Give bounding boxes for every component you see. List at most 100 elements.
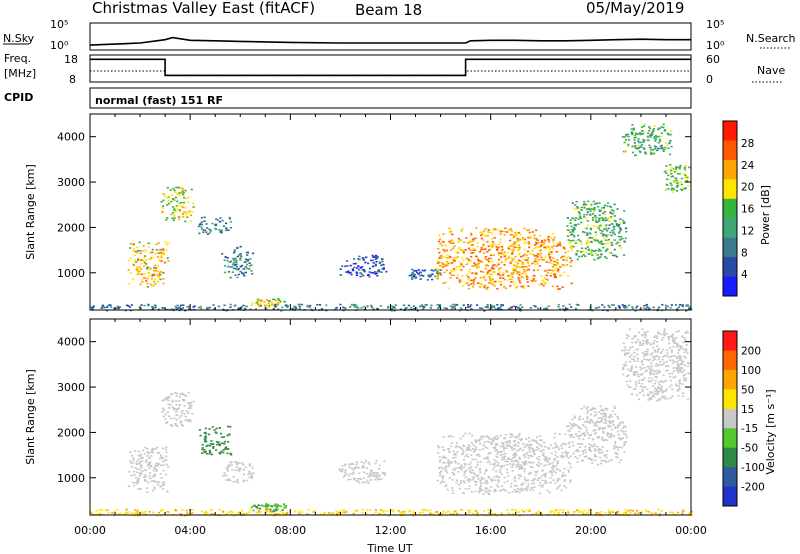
echo-cell bbox=[533, 449, 536, 451]
echo-cell bbox=[231, 511, 234, 513]
echo-cell bbox=[551, 510, 554, 513]
echo-cell bbox=[283, 505, 286, 507]
echo-cell bbox=[523, 488, 527, 490]
echo-cell bbox=[364, 481, 367, 484]
echo-cell bbox=[472, 444, 475, 446]
echo-cell bbox=[174, 422, 177, 425]
echo-cell bbox=[472, 451, 476, 453]
echo-cell bbox=[472, 281, 475, 283]
echo-cell bbox=[412, 511, 415, 513]
echo-cell bbox=[550, 252, 553, 255]
echo-cell bbox=[145, 461, 148, 463]
echo-cell bbox=[587, 410, 590, 412]
echo-cell bbox=[238, 254, 241, 256]
echo-cell bbox=[233, 250, 236, 253]
echo-cell bbox=[593, 209, 596, 211]
colorbar-segment bbox=[723, 467, 737, 488]
echo-cell bbox=[505, 468, 509, 471]
echo-cell bbox=[204, 436, 208, 439]
echo-cell bbox=[512, 281, 515, 283]
echo-cell bbox=[148, 510, 151, 513]
echo-cell bbox=[621, 421, 624, 424]
echo-cell bbox=[235, 266, 238, 268]
echo-cell bbox=[178, 187, 181, 190]
echo-cell bbox=[158, 259, 161, 261]
echo-cell bbox=[538, 492, 541, 495]
echo-cell bbox=[557, 271, 560, 273]
echo-cell bbox=[200, 221, 203, 223]
echo-cell bbox=[459, 265, 462, 268]
echo-cell bbox=[493, 463, 496, 466]
echo-cell bbox=[517, 240, 520, 242]
echo-cell bbox=[468, 478, 471, 480]
echo-cell bbox=[392, 305, 395, 308]
echo-cell bbox=[487, 245, 490, 248]
echo-cell bbox=[354, 510, 357, 512]
echo-cell bbox=[523, 446, 526, 448]
echo-cell bbox=[504, 433, 507, 436]
echo-cell bbox=[690, 510, 693, 513]
echo-cell bbox=[599, 256, 602, 258]
echo-cell bbox=[256, 301, 259, 304]
echo-cell bbox=[180, 423, 184, 426]
echo-cell bbox=[158, 272, 161, 275]
echo-cell bbox=[543, 307, 546, 310]
echo-cell bbox=[557, 486, 560, 488]
echo-cell bbox=[603, 210, 606, 213]
echo-cell bbox=[606, 234, 610, 236]
echo-cell bbox=[552, 464, 555, 467]
echo-cell bbox=[684, 332, 687, 335]
echo-cell bbox=[362, 464, 365, 467]
echo-cell bbox=[481, 284, 484, 287]
echo-cell bbox=[487, 265, 490, 267]
echo-cell bbox=[469, 468, 472, 471]
echo-cell bbox=[600, 243, 603, 245]
echo-cell bbox=[495, 438, 498, 441]
echo-cell bbox=[580, 407, 583, 410]
echo-cell bbox=[661, 303, 664, 306]
echo-cell bbox=[476, 461, 479, 464]
echo-cell bbox=[660, 387, 663, 389]
echo-cell bbox=[575, 200, 578, 203]
echo-cell bbox=[521, 272, 524, 275]
echo-cell bbox=[678, 363, 681, 366]
echo-cell bbox=[199, 434, 202, 437]
echo-cell bbox=[641, 130, 644, 132]
echo-cell bbox=[225, 227, 228, 229]
echo-cell bbox=[577, 443, 580, 445]
echo-cell bbox=[229, 303, 232, 306]
echo-cell bbox=[440, 244, 443, 247]
echo-cell bbox=[475, 481, 478, 483]
echo-cell bbox=[676, 390, 679, 392]
echo-cell bbox=[486, 461, 489, 464]
echo-cell bbox=[674, 375, 677, 378]
echo-cell bbox=[281, 509, 284, 511]
echo-cell bbox=[448, 262, 451, 265]
echo-cell bbox=[153, 474, 156, 477]
echo-cell bbox=[484, 256, 487, 258]
echo-cell bbox=[452, 513, 455, 516]
echo-cell bbox=[628, 139, 631, 141]
echo-cell bbox=[644, 304, 648, 307]
echo-cell bbox=[162, 251, 166, 254]
power-y-label: Slant Range [km] bbox=[24, 164, 37, 260]
echo-cell bbox=[236, 247, 239, 249]
echo-cell bbox=[536, 457, 539, 460]
echo-cell bbox=[471, 478, 474, 481]
echo-cell bbox=[162, 193, 165, 195]
echo-cell bbox=[356, 478, 359, 480]
echo-cell bbox=[352, 512, 355, 515]
echo-cell bbox=[368, 474, 371, 476]
echo-cell bbox=[175, 307, 178, 309]
echo-cell bbox=[451, 306, 454, 309]
echo-cell bbox=[161, 509, 164, 511]
echo-cell bbox=[291, 307, 294, 310]
echo-cell bbox=[602, 410, 605, 412]
echo-cell bbox=[191, 512, 194, 514]
echo-region bbox=[620, 328, 691, 402]
echo-cell bbox=[683, 166, 687, 169]
echo-cell bbox=[348, 463, 351, 466]
echo-cell bbox=[473, 249, 477, 252]
echo-cell bbox=[529, 307, 532, 309]
echo-cell bbox=[592, 421, 595, 424]
